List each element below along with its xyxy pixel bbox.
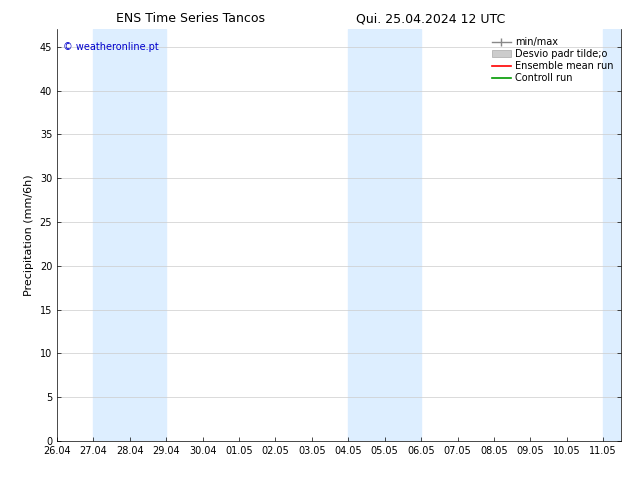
Legend: min/max, Desvio padr tilde;o, Ensemble mean run, Controll run: min/max, Desvio padr tilde;o, Ensemble m… [489,34,616,86]
Text: © weatheronline.pt: © weatheronline.pt [63,42,158,52]
Bar [93,29,166,441]
Y-axis label: Precipitation (mm/6h): Precipitation (mm/6h) [24,174,34,296]
Text: ENS Time Series Tancos: ENS Time Series Tancos [115,12,265,25]
Bar [348,29,421,441]
Text: Qui. 25.04.2024 12 UTC: Qui. 25.04.2024 12 UTC [356,12,506,25]
Bar [603,29,621,441]
